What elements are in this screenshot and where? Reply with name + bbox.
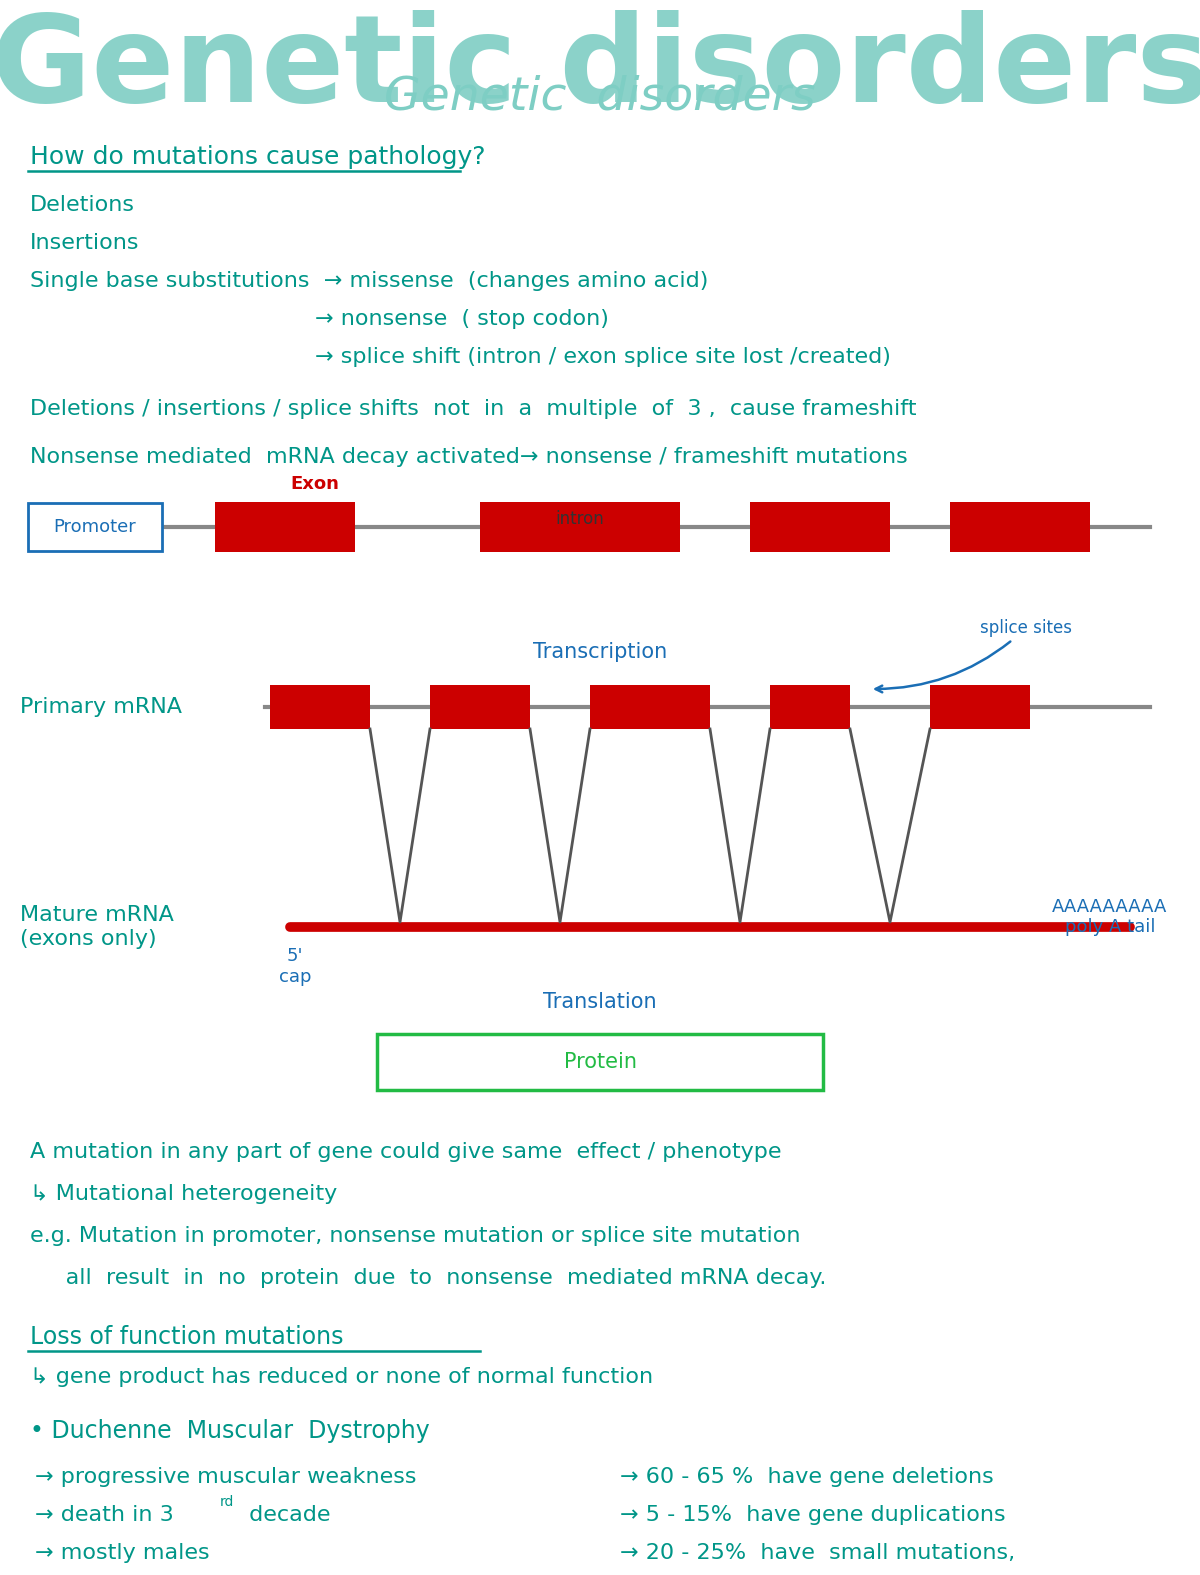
Text: Nonsense mediated  mRNA decay activated→ nonsense / frameshift mutations: Nonsense mediated mRNA decay activated→ … [30,447,907,468]
Text: Translation: Translation [544,992,656,1013]
FancyBboxPatch shape [377,1035,823,1090]
Text: Protein: Protein [564,1052,636,1073]
FancyBboxPatch shape [215,502,355,551]
Text: → 60 - 65 %  have gene deletions: → 60 - 65 % have gene deletions [620,1466,994,1487]
FancyBboxPatch shape [950,502,1090,551]
Text: → 20 - 25%  have  small mutations,: → 20 - 25% have small mutations, [620,1544,1015,1562]
Text: splice sites: splice sites [876,619,1072,693]
Text: Genetic  disorders: Genetic disorders [384,76,816,120]
Text: • Duchenne  Muscular  Dystrophy: • Duchenne Muscular Dystrophy [30,1419,430,1443]
Text: Deletions / insertions / splice shifts  not  in  a  multiple  of  3 ,  cause fra: Deletions / insertions / splice shifts n… [30,398,917,419]
Text: ↳ Mutational heterogeneity: ↳ Mutational heterogeneity [30,1184,337,1203]
Text: decade: decade [242,1506,330,1525]
Text: 5'
cap: 5' cap [278,947,311,986]
FancyBboxPatch shape [590,685,710,729]
Text: Transcription: Transcription [533,643,667,661]
Text: → death in 3: → death in 3 [35,1506,174,1525]
Text: intron: intron [556,510,605,528]
Text: AAAAAAAAA
poly A tail: AAAAAAAAA poly A tail [1052,898,1168,937]
FancyBboxPatch shape [270,685,370,729]
Text: Exon: Exon [290,476,338,493]
Text: A mutation in any part of gene could give same  effect / phenotype: A mutation in any part of gene could giv… [30,1142,781,1162]
Text: → mostly males: → mostly males [35,1544,210,1562]
Text: e.g. Mutation in promoter, nonsense mutation or splice site mutation: e.g. Mutation in promoter, nonsense muta… [30,1225,800,1246]
FancyBboxPatch shape [430,685,530,729]
Text: → progressive muscular weakness: → progressive muscular weakness [35,1466,416,1487]
FancyBboxPatch shape [480,502,680,551]
Text: Insertions: Insertions [30,233,139,254]
Text: → nonsense  ( stop codon): → nonsense ( stop codon) [30,309,608,329]
Text: Mature mRNA
(exons only): Mature mRNA (exons only) [20,906,174,948]
Text: Single base substitutions  → missense  (changes amino acid): Single base substitutions → missense (ch… [30,271,708,291]
FancyBboxPatch shape [930,685,1030,729]
Text: ↳ gene product has reduced or none of normal function: ↳ gene product has reduced or none of no… [30,1367,653,1388]
Text: Genetic disorders: Genetic disorders [0,9,1200,128]
FancyBboxPatch shape [750,502,890,551]
Text: How do mutations cause pathology?: How do mutations cause pathology? [30,145,486,169]
Text: Primary mRNA: Primary mRNA [20,698,182,717]
FancyBboxPatch shape [28,502,162,551]
Text: all  result  in  no  protein  due  to  nonsense  mediated mRNA decay.: all result in no protein due to nonsense… [30,1268,827,1288]
Text: rd: rd [220,1495,234,1509]
Text: Deletions: Deletions [30,195,134,216]
FancyBboxPatch shape [770,685,850,729]
Text: → splice shift (intron / exon splice site lost /created): → splice shift (intron / exon splice sit… [30,346,890,367]
Text: → 5 - 15%  have gene duplications: → 5 - 15% have gene duplications [620,1506,1006,1525]
Text: Loss of function mutations: Loss of function mutations [30,1325,343,1350]
Text: Promoter: Promoter [54,518,137,536]
